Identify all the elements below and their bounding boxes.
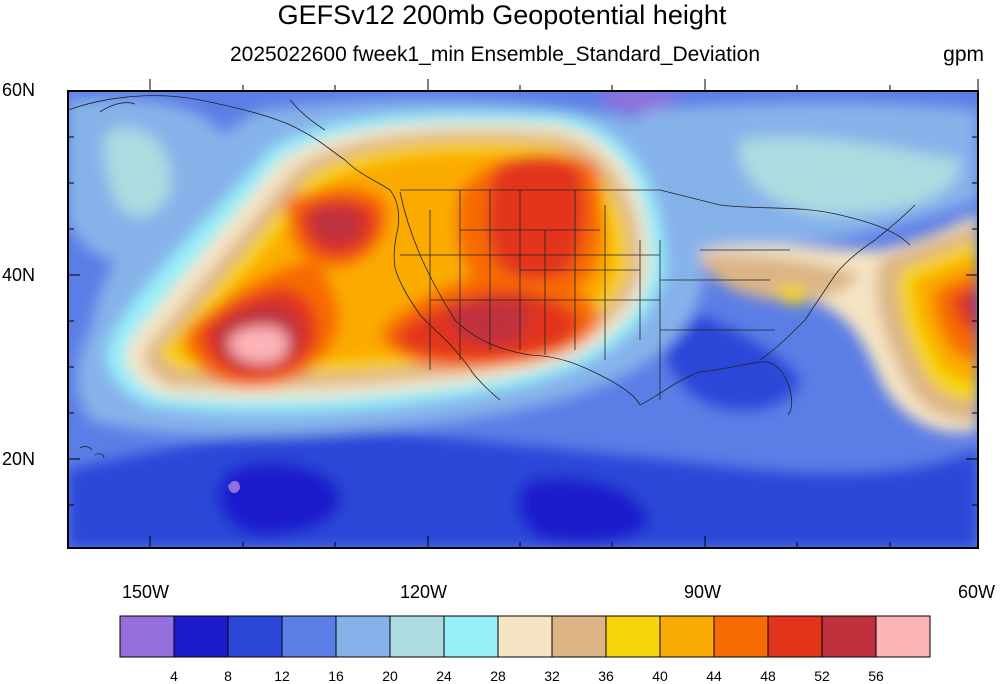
colorbar-tick-label: 36 xyxy=(598,668,614,684)
colorbar-tick-label: 12 xyxy=(274,668,290,684)
colorbar-swatch xyxy=(875,615,931,658)
colorbar-tick-label: 48 xyxy=(760,668,776,684)
colorbar-swatch xyxy=(659,615,715,658)
contour-band-20-24-ne xyxy=(739,137,960,215)
colorbar-swatch xyxy=(443,615,499,658)
colorbar-tick-label: 16 xyxy=(328,668,344,684)
colorbar-swatch xyxy=(227,615,283,658)
colorbar-tick-label: 20 xyxy=(382,668,398,684)
lon-label-60w: 60W xyxy=(958,582,996,602)
colorbar-tick-label: 32 xyxy=(544,668,560,684)
contour-band-20-24-nw xyxy=(104,128,171,217)
colorbar-tick-label: 8 xyxy=(224,668,232,684)
units-label: gpm xyxy=(943,43,984,66)
lon-label-150w: 150W xyxy=(122,582,170,602)
coastlines xyxy=(68,95,916,459)
colorbar-swatch xyxy=(335,615,391,658)
colorbar-swatch xyxy=(119,615,175,658)
colorbar-swatch xyxy=(821,615,877,658)
colorbar-swatch xyxy=(389,615,445,658)
colorbar-tick-label: 44 xyxy=(706,668,722,684)
colorbar-swatch xyxy=(713,615,769,658)
colorbar-tick-label: 40 xyxy=(652,668,668,684)
colorbar-swatch xyxy=(173,615,229,658)
lat-ticks xyxy=(68,90,978,506)
colorbar-swatch xyxy=(281,615,337,658)
contour-band-4-8-b xyxy=(517,477,650,544)
contour-band-48-52-plains xyxy=(487,155,586,280)
contour-band-32-36-east xyxy=(700,254,860,301)
contour-band-52-56-southwest xyxy=(449,300,529,346)
colorbar-tick-label: 4 xyxy=(170,668,178,684)
colorbar-tick-label: 24 xyxy=(436,668,452,684)
lon-label-120w: 120W xyxy=(400,582,448,602)
colorbar-tick-label: 52 xyxy=(814,668,830,684)
colorbar-tick-label: 56 xyxy=(868,668,884,684)
contour-band-4-8-a xyxy=(218,461,342,536)
map-subtitle: 2025022600 fweek1_min Ensemble_Standard_… xyxy=(230,43,761,66)
colorbar-swatch xyxy=(767,615,823,658)
lon-label-90w: 90W xyxy=(684,582,722,602)
lon-ticks xyxy=(149,79,979,548)
contour-field xyxy=(68,91,978,548)
contour-band-56-plus xyxy=(229,326,289,364)
map-frame xyxy=(67,90,979,549)
colorbar-tick-label: 28 xyxy=(490,668,506,684)
lat-label-60n: 60N xyxy=(2,80,36,100)
map-title: GEFSv12 200mb Geopotential height xyxy=(277,0,727,30)
contour-speck-below-4 xyxy=(228,480,240,493)
contour-band-8-12-east xyxy=(657,300,800,411)
contour-band-36-40-midatlantic xyxy=(775,284,808,305)
contour-band-below-4 xyxy=(599,91,680,113)
colorbar-swatch xyxy=(551,615,607,658)
lat-label-40n: 40N xyxy=(2,265,36,285)
contour-band-52-56-atlantic xyxy=(965,290,978,320)
contour-band-52-56-northwest xyxy=(311,205,363,246)
lat-label-20n: 20N xyxy=(2,449,36,469)
colorbar-swatch xyxy=(605,615,661,658)
colorbar xyxy=(119,615,931,658)
colorbar-swatch xyxy=(497,615,553,658)
